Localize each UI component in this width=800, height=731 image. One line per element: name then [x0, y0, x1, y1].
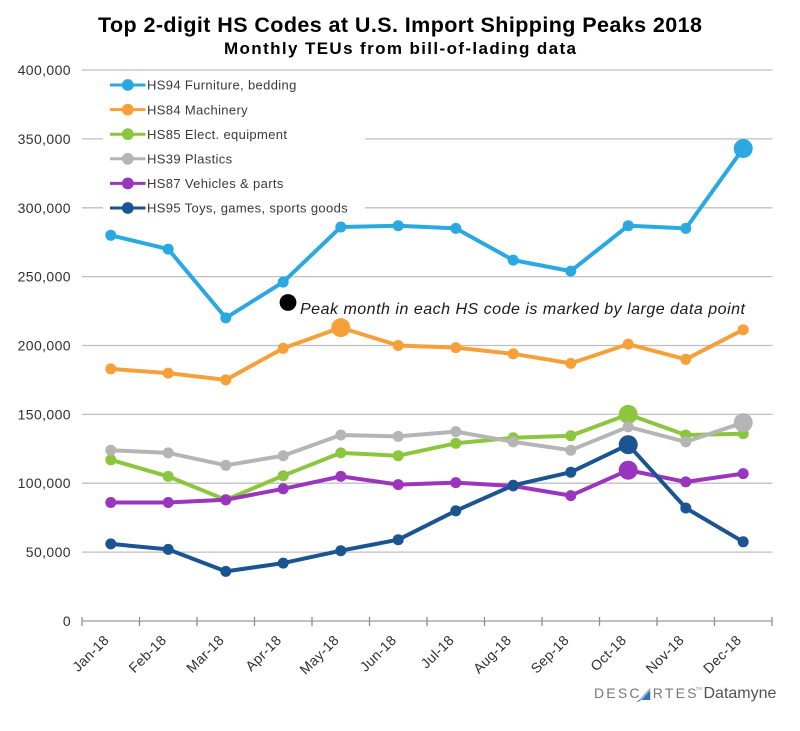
svg-text:HS87 Vehicles & parts: HS87 Vehicles & parts	[147, 176, 284, 191]
svg-text:HS84 Machinery: HS84 Machinery	[147, 102, 248, 117]
svg-text:350,000: 350,000	[18, 131, 71, 147]
svg-text:HS94 Furniture, bedding: HS94 Furniture, bedding	[147, 78, 297, 93]
svg-text:HS85 Elect. equipment: HS85 Elect. equipment	[147, 127, 287, 142]
svg-text:Top 2-digit HS Codes at U.S. I: Top 2-digit HS Codes at U.S. Import Ship…	[98, 13, 702, 37]
svg-text:TM: TM	[696, 686, 703, 691]
svg-text:200,000: 200,000	[18, 338, 71, 354]
svg-text:Peak month in each HS code is: Peak month in each HS code is marked by …	[300, 301, 746, 318]
svg-text:HS39 Plastics: HS39 Plastics	[147, 152, 233, 167]
svg-text:100,000: 100,000	[18, 475, 71, 491]
svg-text:0: 0	[63, 613, 71, 629]
svg-text:Monthly TEUs from bill-of-ladi: Monthly TEUs from bill-of-lading data	[224, 39, 577, 58]
svg-text:250,000: 250,000	[18, 269, 71, 285]
svg-text:HS95 Toys, games, sports goods: HS95 Toys, games, sports goods	[147, 201, 348, 216]
svg-text:150,000: 150,000	[18, 406, 71, 422]
svg-text:400,000: 400,000	[18, 62, 71, 78]
svg-text:Datamyne: Datamyne	[704, 685, 777, 702]
svg-text:300,000: 300,000	[18, 200, 71, 216]
svg-text:RTES: RTES	[653, 685, 699, 701]
svg-text:DESC: DESC	[594, 685, 642, 701]
svg-text:50,000: 50,000	[26, 544, 71, 560]
